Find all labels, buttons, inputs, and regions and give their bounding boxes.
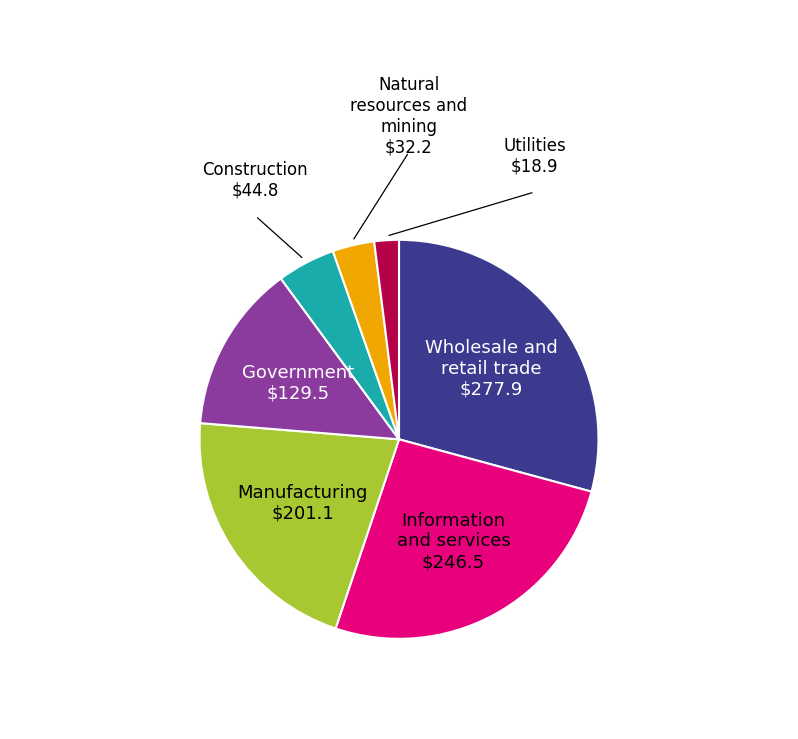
Wedge shape [200,279,399,439]
Wedge shape [336,439,591,638]
Text: Information
and services
$246.5: Information and services $246.5 [397,511,511,571]
Text: Construction
$44.8: Construction $44.8 [203,160,308,200]
Wedge shape [200,423,399,628]
Text: Utilities
$18.9: Utilities $18.9 [504,137,566,175]
Text: Government
$129.5: Government $129.5 [242,364,354,402]
Text: Manufacturing
$201.1: Manufacturing $201.1 [237,483,368,522]
Wedge shape [281,251,399,439]
Text: Wholesale and
retail trade
$277.9: Wholesale and retail trade $277.9 [425,339,557,399]
Wedge shape [399,240,598,491]
Wedge shape [333,242,399,439]
Wedge shape [374,240,399,439]
Text: Natural
resources and
mining
$32.2: Natural resources and mining $32.2 [350,76,468,157]
